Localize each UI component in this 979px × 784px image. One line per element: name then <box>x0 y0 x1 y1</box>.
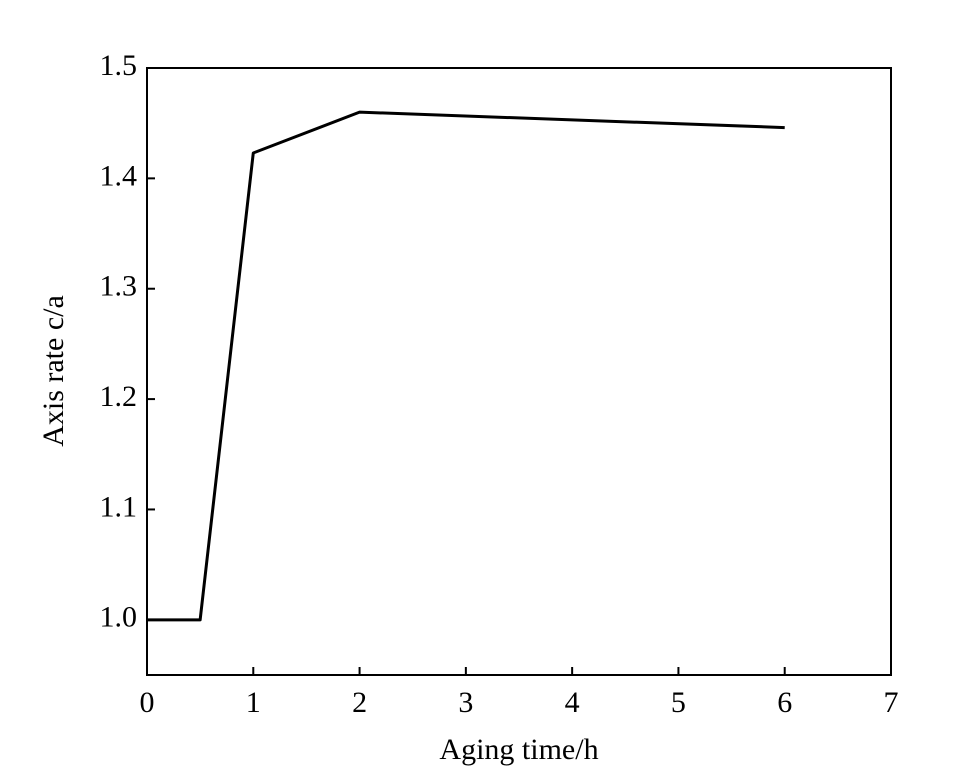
x-tick-label: 3 <box>458 686 473 719</box>
x-tick-label: 2 <box>352 686 367 719</box>
x-tick-label: 4 <box>565 686 580 719</box>
plot-frame <box>146 67 892 676</box>
y-tick-label: 1.0 <box>100 601 138 634</box>
x-tick-label: 1 <box>246 686 261 719</box>
y-tick-label: 1.1 <box>100 490 138 523</box>
x-tick-label: 7 <box>884 686 899 719</box>
x-tick-label: 5 <box>671 686 686 719</box>
y-tick-label: 1.3 <box>100 270 138 303</box>
x-axis-label: Aging time/h <box>439 733 598 766</box>
y-tick-label: 1.2 <box>100 380 138 413</box>
y-tick-label: 1.5 <box>100 49 138 82</box>
y-tick-label: 1.4 <box>100 159 138 192</box>
x-tick-label: 0 <box>140 686 155 719</box>
x-tick-label: 6 <box>777 686 792 719</box>
y-axis-label: Axis rate c/a <box>37 295 70 447</box>
data-line <box>147 110 785 622</box>
